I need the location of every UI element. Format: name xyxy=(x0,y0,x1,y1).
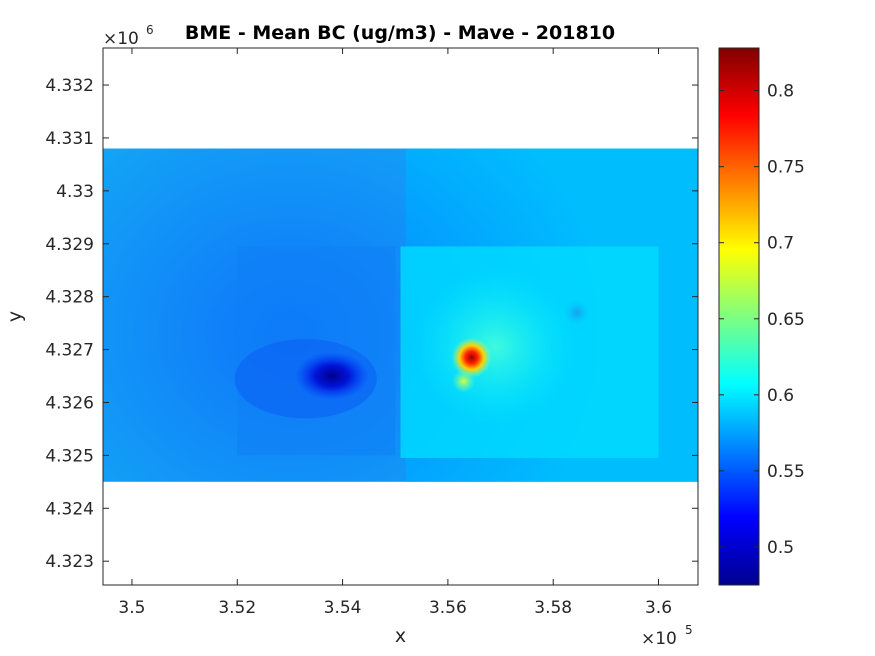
colorbar-tick-label: 0.7 xyxy=(767,234,794,254)
chart-title: BME - Mean BC (ug/m3) - Mave - 201810 xyxy=(185,22,615,44)
x-exponent-base: ×10 xyxy=(641,629,677,649)
field-feature-low xyxy=(295,352,369,400)
x-axis-exponent: ×10 5 xyxy=(641,623,693,649)
y-exponent-power: 6 xyxy=(146,23,154,37)
colorbar-tick-label: 0.75 xyxy=(767,158,805,178)
plot-frame xyxy=(102,47,699,586)
y-tick-label: 4.332 xyxy=(45,76,94,96)
y-ticks: 4.323 4.324 4.325 4.326 4.327 4.328 4.329 4.33 4… xyxy=(45,76,698,572)
x-tick-label: 3.56 xyxy=(429,598,467,618)
colorbar-ticks: 0.5 0.55 0.6 0.65 0.7 0.75 0.8 xyxy=(719,82,805,558)
colorbar-tick-label: 0.55 xyxy=(767,462,805,482)
y-tick-label: 4.323 xyxy=(45,552,94,572)
field-feature-high xyxy=(452,369,476,393)
colorbar-tick-label: 0.65 xyxy=(767,310,805,330)
y-tick-label: 4.324 xyxy=(45,499,94,519)
x-tick-label: 3.58 xyxy=(534,598,572,618)
y-axis-label: y xyxy=(4,311,26,322)
colorbar-tick-label: 0.8 xyxy=(767,82,794,102)
high-halo-right xyxy=(413,267,577,427)
x-tick-label: 3.52 xyxy=(218,598,256,618)
y-tick-label: 4.325 xyxy=(45,446,94,466)
colorbar-frame xyxy=(718,47,760,586)
y-axis-exponent: ×10 6 xyxy=(103,23,154,49)
y-tick-label: 4.328 xyxy=(45,288,94,308)
x-axis-label: x xyxy=(395,625,406,647)
colorbar-tick-label: 0.6 xyxy=(767,386,794,406)
x-tick-label: 3.5 xyxy=(118,598,145,618)
y-tick-label: 4.329 xyxy=(45,235,94,255)
field-feature-low xyxy=(563,299,591,326)
y-tick-label: 4.326 xyxy=(45,393,94,413)
colorbar-gradient xyxy=(719,48,759,585)
x-tick-label: 3.6 xyxy=(645,598,672,618)
colorbar-tick-label: 0.5 xyxy=(767,538,794,558)
y-tick-label: 4.327 xyxy=(45,341,94,361)
plot-area: 3.5 3.52 3.54 3.56 3.58 3.6 4.3234.3244.3254.… xyxy=(45,47,699,618)
colorbar: 0.5 0.55 0.6 0.65 0.7 0.75 0.8 xyxy=(718,47,805,586)
x-exponent-power: 5 xyxy=(685,623,693,637)
y-tick-label: 4.331 xyxy=(45,129,94,149)
y-tick-label: 4.33 xyxy=(56,182,94,202)
field-feature-high xyxy=(451,337,492,378)
x-ticks: 3.5 3.52 3.54 3.56 3.58 3.6 xyxy=(118,48,672,618)
x-tick-label: 3.54 xyxy=(324,598,362,618)
y-exponent-base: ×10 xyxy=(103,29,139,49)
field-features xyxy=(295,299,591,400)
